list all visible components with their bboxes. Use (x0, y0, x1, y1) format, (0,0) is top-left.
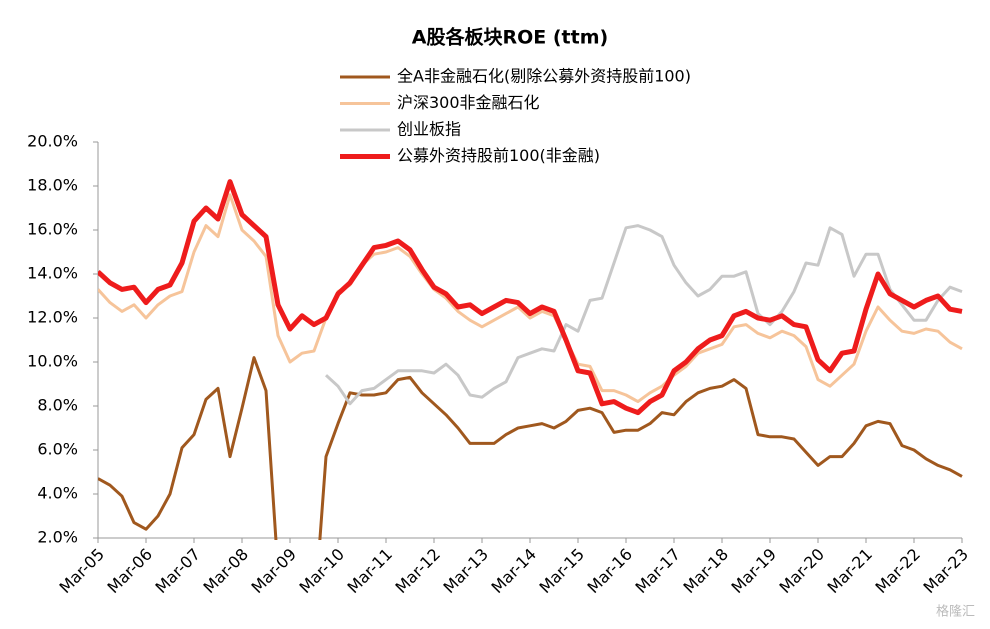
y-tick-label: 20.0% (27, 132, 78, 151)
x-tick-label: Mar-12 (391, 545, 444, 598)
x-tick-label: Mar-19 (727, 545, 780, 598)
watermark: 格隆汇 (936, 604, 975, 620)
y-tick-label: 12.0% (27, 308, 78, 327)
series-line (98, 356, 963, 540)
y-tick-label: 6.0% (37, 440, 78, 459)
x-tick-label: Mar-16 (583, 545, 636, 598)
y-tick-label: 2.0% (37, 528, 78, 547)
x-tick-label: Mar-10 (295, 545, 348, 598)
x-tick-label: Mar-20 (775, 545, 828, 598)
x-tick-label: Mar-05 (55, 545, 108, 598)
x-tick-label: Mar-17 (631, 545, 684, 598)
y-tick-label: 10.0% (27, 352, 78, 371)
x-tick-label: Mar-13 (439, 545, 492, 598)
x-tick-label: Mar-23 (919, 545, 972, 598)
y-tick-label: 4.0% (37, 484, 78, 503)
legend-label: 全A非金融石化(剔除公募外资持股前100) (397, 67, 691, 86)
x-tick-label: Mar-06 (103, 545, 156, 598)
legend-label: 创业板指 (397, 120, 461, 139)
plot-area (98, 179, 963, 540)
y-tick-label: 18.0% (27, 176, 78, 195)
series-line (98, 179, 963, 416)
x-tick-label: Mar-11 (343, 545, 396, 598)
x-tick-label: Mar-14 (487, 545, 540, 598)
y-tick-label: 8.0% (37, 396, 78, 415)
x-tick-label: Mar-18 (679, 545, 732, 598)
y-tick-label: 16.0% (27, 220, 78, 239)
x-tick-label: Mar-21 (823, 545, 876, 598)
y-tick-label: 14.0% (27, 264, 78, 283)
chart-title: A股各板块ROE (ttm) (412, 26, 608, 49)
legend-label: 公募外资持股前100(非金融) (397, 146, 600, 165)
x-tick-label: Mar-22 (871, 545, 924, 598)
x-tick-label: Mar-08 (199, 545, 252, 598)
series-line (324, 224, 963, 406)
series-line (98, 193, 963, 404)
x-tick-label: Mar-07 (151, 545, 204, 598)
x-tick-label: Mar-15 (535, 545, 588, 598)
legend-label: 沪深300非金融石化 (397, 93, 540, 112)
x-tick-label: Mar-09 (247, 545, 300, 598)
